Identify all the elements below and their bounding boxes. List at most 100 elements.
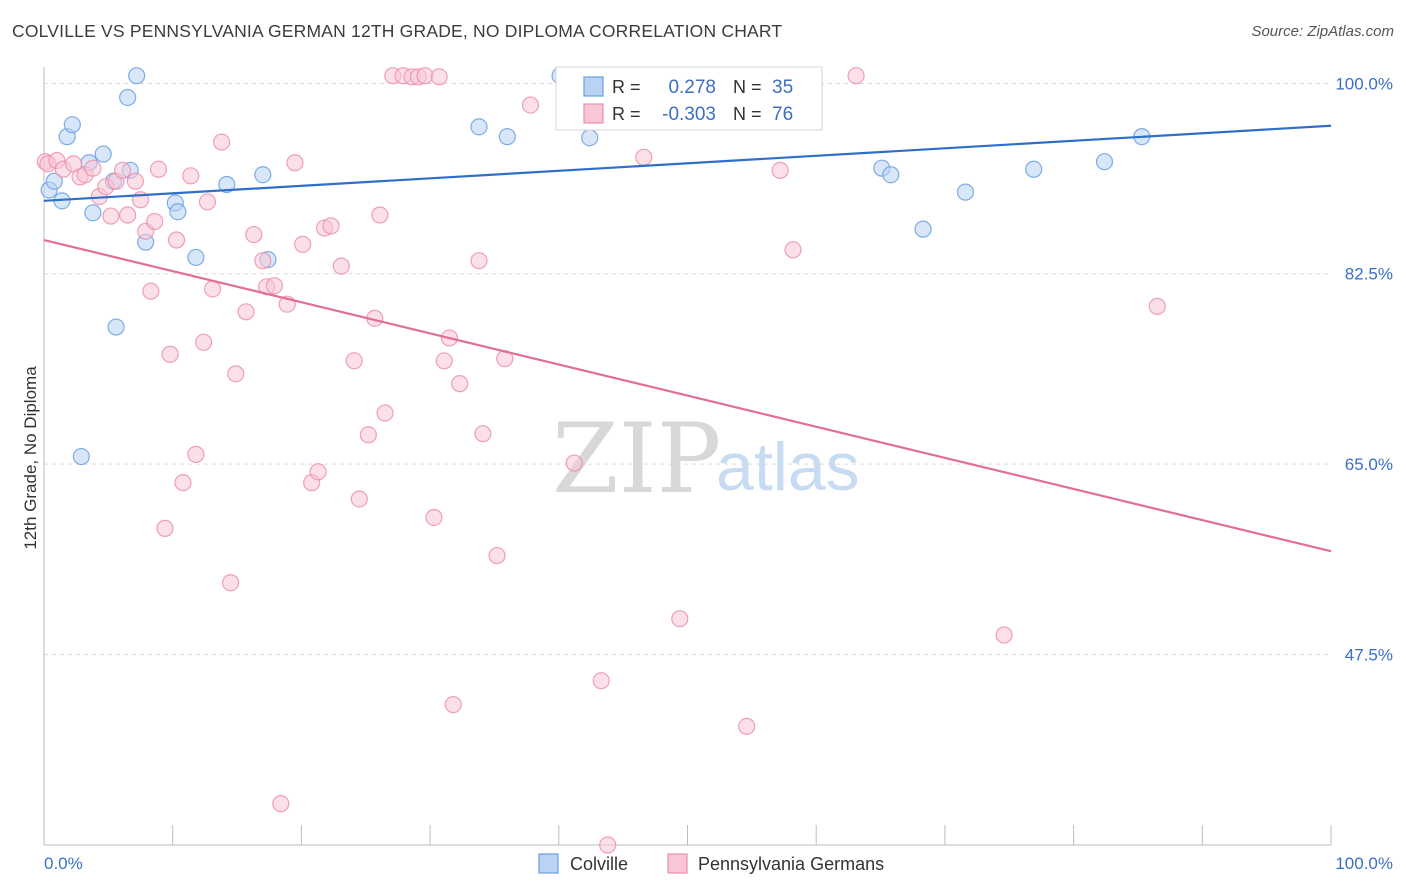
point-pennsylvania-germans: [430, 68, 448, 86]
stats-legend: R = 0.278 N = 35 R = -0.303 N = 76: [555, 66, 823, 131]
point-pennsylvania-germans: [237, 303, 255, 321]
point-colville: [581, 129, 599, 147]
y-tick-labels: 100.0% 82.5% 65.0% 47.5%: [1335, 74, 1393, 664]
y-tick-label: 100.0%: [1335, 74, 1393, 93]
point-pennsylvania-germans: [322, 217, 340, 235]
point-pennsylvania-germans: [161, 345, 179, 363]
point-pennsylvania-germans: [599, 836, 617, 854]
point-pennsylvania-germans: [425, 508, 443, 527]
point-colville: [956, 183, 975, 201]
point-pennsylvania-germans: [156, 519, 174, 537]
point-colville: [128, 67, 146, 85]
point-pennsylvania-germans: [474, 425, 492, 443]
y-tick-label: 65.0%: [1345, 455, 1393, 474]
point-pennsylvania-germans: [182, 167, 200, 185]
point-pennsylvania-germans: [995, 626, 1013, 644]
point-colville: [72, 447, 90, 466]
stats-n-value-pennsylvania-germans: 76: [772, 104, 793, 125]
chart-title: COLVILLE VS PENNSYLVANIA GERMAN 12TH GRA…: [12, 21, 783, 41]
point-colville: [1025, 160, 1043, 178]
x-tick-labels: 0.0% 100.0%: [44, 854, 1393, 873]
point-pennsylvania-germans: [84, 159, 102, 177]
stats-n-label-colville: N =: [733, 77, 762, 97]
point-pennsylvania-germans: [451, 375, 469, 393]
point-pennsylvania-germans: [102, 207, 120, 225]
point-pennsylvania-germans: [174, 474, 192, 492]
point-pennsylvania-germans: [444, 696, 462, 714]
point-pennsylvania-germans: [435, 352, 453, 370]
point-pennsylvania-germans: [213, 133, 231, 151]
point-pennsylvania-germans: [142, 282, 160, 300]
point-pennsylvania-germans: [565, 454, 583, 472]
point-pennsylvania-germans: [738, 717, 756, 735]
point-colville: [254, 166, 272, 184]
point-pennsylvania-germans: [1148, 297, 1166, 315]
point-pennsylvania-germans: [272, 795, 290, 813]
chart-source: Source: ZipAtlas.com: [1251, 23, 1394, 40]
point-pennsylvania-germans: [245, 225, 263, 244]
legend-label-pennsylvania-germans: Pennsylvania Germans: [698, 854, 884, 874]
point-pennsylvania-germans: [847, 67, 865, 85]
point-pennsylvania-germans: [470, 252, 488, 270]
point-colville: [218, 175, 236, 194]
point-pennsylvania-germans: [376, 404, 394, 422]
point-colville: [470, 118, 488, 136]
stats-r-value-colville: 0.278: [668, 77, 716, 98]
point-pennsylvania-germans: [371, 206, 389, 224]
stats-n-value-colville: 35: [772, 77, 793, 98]
point-pennsylvania-germans: [119, 206, 137, 224]
y-axis-title: 12th Grade, No Diploma: [21, 366, 40, 550]
point-pennsylvania-germans: [294, 235, 312, 253]
point-colville: [187, 248, 205, 267]
point-pennsylvania-germans: [167, 231, 186, 249]
point-colville: [94, 145, 112, 163]
point-pennsylvania-germans: [286, 154, 304, 172]
point-pennsylvania-germans: [194, 333, 213, 351]
point-pennsylvania-germans: [113, 161, 132, 179]
point-pennsylvania-germans: [187, 445, 205, 463]
point-pennsylvania-germans: [635, 148, 653, 166]
point-colville: [63, 116, 81, 134]
point-pennsylvania-germans: [350, 490, 368, 508]
point-colville: [914, 220, 932, 238]
point-colville: [169, 203, 187, 221]
y-tick-label: 82.5%: [1345, 265, 1393, 284]
point-pennsylvania-germans: [332, 257, 350, 275]
point-pennsylvania-germans: [521, 96, 540, 114]
trend-lines: [43, 124, 1332, 553]
point-pennsylvania-germans: [149, 160, 168, 178]
series-legend: Colville Pennsylvania Germans: [538, 853, 884, 874]
stats-r-label-pennsylvania-germans: R =: [612, 104, 641, 124]
legend-swatch-colville: [538, 853, 559, 874]
point-colville: [119, 88, 137, 107]
point-pennsylvania-germans: [265, 277, 283, 295]
point-colville: [882, 166, 900, 184]
stats-r-value-pennsylvania-germans: -0.303: [662, 104, 716, 125]
y-tick-label: 47.5%: [1345, 646, 1393, 665]
stats-swatch-colville: [583, 76, 604, 97]
point-pennsylvania-germans: [198, 193, 217, 211]
x-tick-label-max: 100.0%: [1335, 854, 1393, 873]
legend-swatch-pennsylvania-germans: [667, 853, 688, 874]
watermark-atlas: atlas: [716, 429, 860, 505]
point-pennsylvania-germans: [488, 546, 506, 565]
x-tick-label-min: 0.0%: [44, 854, 83, 873]
point-pennsylvania-germans: [671, 610, 689, 628]
point-pennsylvania-germans: [345, 352, 363, 370]
point-colville: [1095, 153, 1114, 171]
point-pennsylvania-germans: [771, 161, 789, 179]
watermark: ZIP atlas: [552, 403, 860, 515]
point-pennsylvania-germans: [309, 463, 327, 481]
point-colville: [45, 172, 63, 190]
point-pennsylvania-germans: [416, 67, 434, 85]
trend-line-colville: [43, 124, 1332, 202]
legend-label-colville: Colville: [570, 854, 628, 874]
point-colville: [84, 204, 102, 222]
point-pennsylvania-germans: [126, 172, 144, 190]
point-pennsylvania-germans: [203, 280, 222, 298]
point-pennsylvania-germans: [784, 241, 802, 259]
stats-n-label-pennsylvania-germans: N =: [733, 104, 762, 124]
point-pennsylvania-germans: [592, 672, 610, 690]
point-colville: [107, 318, 125, 336]
point-colville: [498, 128, 516, 146]
